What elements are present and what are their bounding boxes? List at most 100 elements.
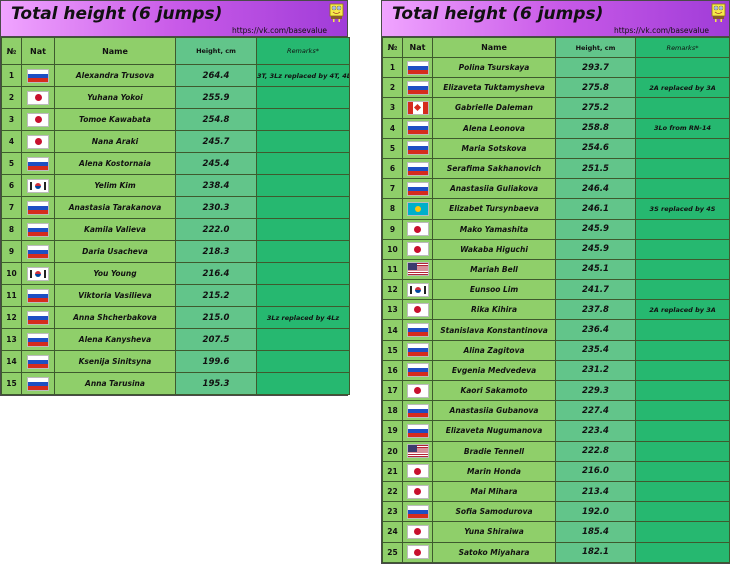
remarks-cell (635, 319, 730, 341)
flag-ru-icon (27, 200, 49, 215)
skater-name-cell: Alena Leonova (432, 117, 556, 139)
remarks-cell (256, 240, 350, 263)
rank-cell: 5 (1, 152, 22, 175)
nat-cell (402, 379, 433, 402)
nat-cell (402, 258, 433, 281)
flag-ru-icon (27, 332, 49, 347)
nat-cell (21, 130, 55, 153)
nat-cell (402, 420, 433, 442)
rank-cell: 22 (382, 480, 403, 503)
skater-name-cell: Evgenia Medvedeva (432, 359, 556, 382)
remarks-cell (635, 218, 730, 240)
skater-name-cell: Mai Mihara (432, 480, 556, 503)
table-row: 20 Bradie Tennell 222.8 (382, 440, 730, 462)
table-row: 21 Marin Honda 216.0 (382, 460, 730, 482)
remarks-cell (635, 400, 730, 422)
skater-name-cell: Alena Kostornaia (54, 152, 176, 175)
table-row: 12 Eunsoo Lim 241.7 (382, 279, 730, 301)
nat-cell (21, 86, 55, 109)
nat-cell (402, 279, 433, 301)
table-row: 6 Serafima Sakhanovich 251.5 (382, 157, 730, 180)
table-row: 22 Mai Mihara 213.4 (382, 480, 730, 503)
skater-name-cell: Sofia Samodurova (432, 501, 556, 523)
panel-header: Total height (6 jumps) https://vk.com/ba… (1, 1, 347, 37)
left-panel: Total height (6 jumps) https://vk.com/ba… (0, 0, 350, 396)
skater-name-cell: Mariah Bell (432, 258, 556, 281)
flag-ru-icon (406, 141, 429, 156)
skater-name-cell: Maria Sotskova (432, 137, 556, 159)
rank-cell: 8 (382, 198, 403, 220)
skater-name-cell: Elizabet Tursynbaeva (432, 198, 556, 220)
nat-cell (21, 196, 55, 219)
nat-cell (21, 350, 55, 373)
flag-ru-icon (406, 363, 429, 378)
nat-cell (21, 152, 55, 175)
nat-cell (21, 174, 55, 197)
table-row: 13 Rika Kihira 237.8 2A replaced by 3A (382, 299, 730, 321)
rank-cell: 14 (382, 319, 403, 341)
table-row: 5 Maria Sotskova 254.6 (382, 137, 730, 159)
rank-cell: 2 (382, 77, 403, 99)
table-row: 15 Alina Zagitova 235.4 (382, 339, 730, 361)
remarks-cell (256, 372, 350, 395)
skater-name-cell: Yelim Kim (54, 174, 176, 197)
height-cell: 216.0 (555, 460, 636, 482)
nat-cell (21, 328, 55, 351)
rank-cell: 13 (1, 328, 22, 351)
nat-cell (402, 117, 433, 139)
skater-name-cell: Ksenija Sinitsyna (54, 350, 176, 373)
height-cell: 246.1 (555, 198, 636, 220)
height-cell: 293.7 (555, 56, 636, 79)
rank-cell: 16 (382, 359, 403, 382)
rank-cell: 24 (382, 521, 403, 543)
nat-cell (21, 108, 55, 131)
flag-jp-icon (27, 134, 49, 149)
col-num-header: № (382, 37, 403, 58)
table-row: 14 Stanislava Konstantinova 236.4 (382, 319, 730, 341)
nat-cell (402, 501, 433, 523)
table-row: 9 Mako Yamashita 245.9 (382, 218, 730, 240)
height-cell: 235.4 (555, 339, 636, 361)
height-cell: 218.3 (175, 240, 257, 263)
remarks-cell (256, 350, 350, 373)
rank-cell: 10 (382, 238, 403, 260)
remarks-cell (635, 359, 730, 382)
remarks-cell (256, 218, 350, 241)
skater-name-cell: Rika Kihira (432, 299, 556, 321)
flag-kr-icon (406, 282, 429, 297)
remarks-cell: 2A replaced by 3A (635, 299, 730, 321)
rank-cell: 3 (382, 97, 403, 119)
remarks-cell (635, 97, 730, 119)
height-cell: 185.4 (555, 521, 636, 543)
nat-cell (402, 137, 433, 159)
height-cell: 237.8 (555, 299, 636, 321)
table-row: 15 Anna Tarusina 195.3 (1, 372, 350, 395)
height-cell: 275.2 (555, 97, 636, 119)
table-row: 1 Alexandra Trusova 264.4 3T, 3Lz replaced … (1, 64, 350, 87)
table-row: 11 Mariah Bell 245.1 (382, 258, 730, 281)
skater-name-cell: Anastasia Tarakanova (54, 196, 176, 219)
remarks-cell (635, 178, 730, 200)
remarks-cell: 3Lo from RN-14 (635, 117, 730, 139)
remarks-cell (635, 440, 730, 462)
rank-cell: 3 (1, 108, 22, 131)
skater-name-cell: Yuhana Yokoi (54, 86, 176, 109)
rank-cell: 2 (1, 86, 22, 109)
height-cell: 213.4 (555, 480, 636, 503)
table-row: 13 Alena Kanysheva 207.5 (1, 328, 350, 351)
skater-name-cell: Anna Tarusina (54, 372, 176, 395)
nat-cell (21, 306, 55, 329)
panel-title: Total height (6 jumps) (392, 4, 604, 24)
flag-ru-icon (406, 161, 429, 176)
table-row: 8 Kamila Valieva 222.0 (1, 218, 350, 241)
skater-name-cell: Viktoria Vasilieva (54, 284, 176, 307)
skater-name-cell: Marin Honda (432, 460, 556, 482)
skater-name-cell: Satoko Miyahara (432, 541, 556, 563)
remarks-cell (256, 196, 350, 219)
height-cell: 255.9 (175, 86, 257, 109)
remarks-cell (256, 174, 350, 197)
height-cell: 231.2 (555, 359, 636, 382)
nat-cell (402, 400, 433, 422)
flag-ru-icon (27, 376, 49, 391)
nat-cell (402, 238, 433, 260)
